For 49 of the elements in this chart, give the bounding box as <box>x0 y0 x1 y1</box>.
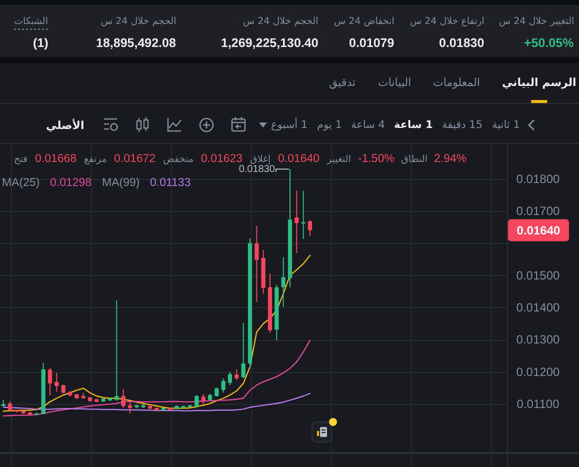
annotation: 0.01623 <box>201 152 243 165</box>
text: الحجم خلال 24 س <box>101 16 176 28</box>
annotation: إغلاق <box>250 154 271 165</box>
text: الرسم البياني <box>502 76 576 88</box>
annotation: 0.01133 <box>150 177 191 191</box>
y-tick-label: 0.01100 <box>516 397 560 412</box>
text: 1 ثانية <box>492 118 520 132</box>
text: تدقيق <box>329 76 356 88</box>
annotation: 0.01640 <box>278 152 320 166</box>
text: 1 أسبوع <box>271 118 308 132</box>
text: 1,269,225,130.40 <box>221 36 318 50</box>
text: 4 ساعة <box>351 118 385 132</box>
annotation: 0.01298 <box>50 177 92 191</box>
y-tick-label: 0.01500 <box>516 268 560 282</box>
text: البيانات <box>378 76 412 88</box>
annotation: 0.01830 <box>238 164 276 176</box>
text: 0.01830 <box>439 36 484 50</box>
y-tick-label: 0.01300 <box>516 332 560 347</box>
text: الشبكات <box>14 16 48 28</box>
y-tick-label: 0.01200 <box>516 364 560 379</box>
annotation: MA(25) <box>2 177 40 191</box>
annotation: فتح <box>14 154 28 166</box>
text: +50.05% <box>524 36 574 50</box>
text: 1 ساعة <box>394 118 433 132</box>
text: الأصلي <box>46 118 84 132</box>
y-tick-label: 0.01800 <box>516 172 560 186</box>
price-badge: 0.01640 <box>508 219 569 242</box>
high-note: 0.01830 <box>238 164 290 176</box>
annotation: MA(99) <box>102 177 140 191</box>
annotation: 0.01672 <box>114 152 156 166</box>
text: ارتفاع خلال 24 س <box>410 16 484 28</box>
text: التغيير <box>327 154 351 166</box>
annotation: مرتفع <box>84 154 107 166</box>
text: 0.01079 <box>349 36 394 50</box>
text: الحجم خلال 24 س <box>243 16 318 28</box>
y-tick-label: 0.01700 <box>516 204 560 218</box>
text: انخفاض 24 س <box>334 16 394 28</box>
text: -1.50% <box>358 152 394 166</box>
annotation: منخفض <box>163 154 194 166</box>
annotation: 0.01668 <box>35 152 77 166</box>
text: النطاق <box>401 154 428 166</box>
text: 2.94% <box>434 152 467 166</box>
text: التغيير خلال 24 س <box>499 16 574 28</box>
text: 1 يوم <box>317 118 342 132</box>
text: 15 دقيقة <box>442 118 483 132</box>
text: المعلومات <box>433 76 480 88</box>
text: (1) <box>33 36 48 50</box>
y-tick-label: 0.01400 <box>516 300 560 314</box>
text: 18,895,492.08 <box>96 36 176 50</box>
